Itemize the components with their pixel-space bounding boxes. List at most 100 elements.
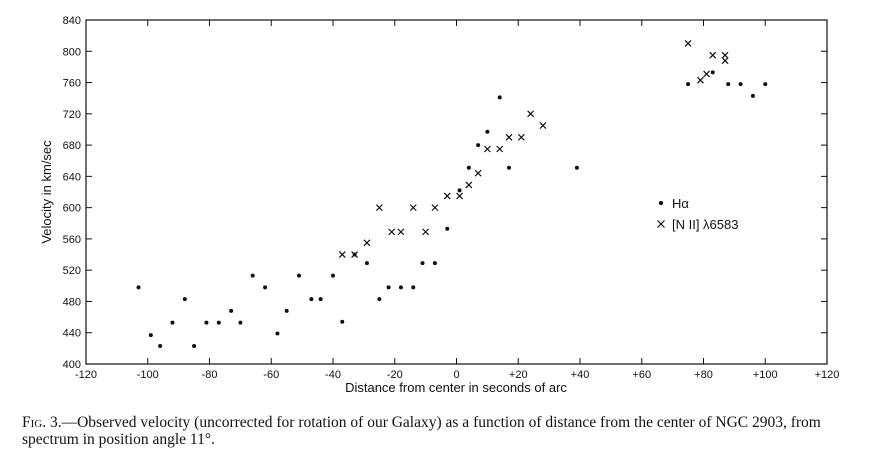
h-alpha-point <box>340 319 345 324</box>
plot-frame <box>85 19 828 365</box>
h-alpha-point <box>238 320 243 325</box>
h-alpha-point <box>445 226 450 231</box>
h-alpha-point <box>250 273 255 278</box>
n-ii-point <box>721 57 729 65</box>
h-alpha-point <box>284 308 289 313</box>
n-ii-point <box>684 40 692 47</box>
h-alpha-point <box>457 188 462 193</box>
h-alpha-point <box>136 285 141 290</box>
x-tick-label: -80 <box>202 369 218 381</box>
y-tick-label: 760 <box>63 78 81 90</box>
h-alpha-point <box>216 320 221 325</box>
h-alpha-point <box>263 285 268 290</box>
x-tick-label: +120 <box>815 369 840 381</box>
n-ii-point <box>505 133 513 141</box>
n-ii-point <box>527 110 535 118</box>
n-ii-point <box>465 181 473 189</box>
h-alpha-point <box>466 165 471 170</box>
h-alpha-point <box>485 129 490 134</box>
h-alpha-point <box>574 165 579 170</box>
h-alpha-point <box>726 82 731 87</box>
h-alpha-point <box>297 273 302 278</box>
n-ii-point <box>351 251 359 258</box>
x-tick-label: -20 <box>387 369 403 381</box>
n-ii-point <box>517 133 525 141</box>
y-axis-tick-labels: 400 440 480 520 560 600 640 680 720 760 800 840 <box>63 15 81 371</box>
legend-label-series-2: [N II] λ6583 <box>672 217 738 232</box>
h-alpha-point <box>763 82 768 87</box>
h-alpha-point <box>170 320 175 325</box>
n-ii-point <box>474 169 482 177</box>
h-alpha-point <box>432 261 437 266</box>
h-alpha-point <box>386 285 391 290</box>
h-alpha-point <box>686 82 691 87</box>
legend-marker-cross <box>657 220 665 228</box>
y-tick-label: 480 <box>63 296 81 308</box>
x-tick-label: -40 <box>325 369 341 381</box>
h-alpha-point <box>411 285 416 290</box>
legend-marker-dot <box>658 200 664 206</box>
n-ii-point <box>483 145 491 153</box>
y-tick-label: 800 <box>63 46 81 58</box>
y-tick-label: 720 <box>63 109 81 121</box>
h-alpha-point <box>750 93 755 98</box>
y-axis-label: Velocity in km/sec <box>39 140 54 244</box>
n-ii-point <box>703 70 711 78</box>
n-ii-point <box>709 51 717 59</box>
y-tick-label: 680 <box>63 140 81 152</box>
h-alpha-point <box>738 82 743 87</box>
h-alpha-point <box>506 165 511 170</box>
n-ii-point <box>397 228 405 236</box>
n-ii-point <box>375 204 383 212</box>
y-tick-label: 600 <box>63 203 81 215</box>
h-alpha-point <box>476 143 481 148</box>
x-tick-label: 0 <box>453 369 459 381</box>
h-alpha-point <box>398 285 403 290</box>
n-ii-point <box>431 204 439 212</box>
h-alpha-point <box>364 261 369 266</box>
scatter-chart: -120 -100 -80 -60 -40 -20 0 +20 +40 +60 +80 +100 +12… <box>39 15 839 395</box>
x-axis-tick-labels: -120 -100 -80 -60 -40 -20 0 +20 +40 +60 +80 +100 +12… <box>75 369 839 381</box>
h-alpha-point <box>318 297 323 302</box>
legend: Hα [N II] λ6583 <box>657 196 738 232</box>
n-ii-point <box>539 122 547 129</box>
x-tick-label: +60 <box>632 369 651 381</box>
x-tick-label: -100 <box>137 369 159 381</box>
y-tick-label: 400 <box>63 359 81 371</box>
figure-caption: Fig. 3.—Observed velocity (uncorrected f… <box>22 414 867 448</box>
h-alpha-point <box>497 95 502 100</box>
n-ii-point <box>388 228 396 236</box>
y-tick-label: 440 <box>63 328 81 340</box>
caption-prefix: Fig. 3. <box>22 414 62 431</box>
h-alpha-point <box>204 320 209 325</box>
x-axis-label: Distance from center in seconds of arc <box>345 380 567 395</box>
h-alpha-point <box>158 344 163 349</box>
n-ii-point <box>443 192 451 200</box>
h-alpha-point <box>377 297 382 302</box>
data-points <box>136 40 768 349</box>
h-alpha-point <box>420 261 425 266</box>
y-tick-label: 640 <box>63 171 81 183</box>
n-ii-point <box>363 239 371 247</box>
n-ii-point <box>422 228 430 236</box>
h-alpha-point <box>309 297 314 302</box>
x-tick-label: +40 <box>571 369 590 381</box>
x-tick-label: +20 <box>509 369 528 381</box>
n-ii-point <box>338 251 346 258</box>
n-ii-point <box>409 204 417 212</box>
h-alpha-point <box>182 297 187 302</box>
x-tick-label: +80 <box>694 369 713 381</box>
h-alpha-point <box>710 70 715 75</box>
y-tick-label: 520 <box>63 265 81 277</box>
n-ii-point <box>721 51 729 59</box>
h-alpha-point <box>229 308 234 313</box>
x-tick-label: -120 <box>75 369 97 381</box>
h-alpha-point <box>331 273 335 278</box>
x-axis-ticks <box>85 20 828 364</box>
h-alpha-point <box>275 331 280 336</box>
n-ii-point <box>496 145 504 153</box>
y-axis-ticks <box>86 19 827 365</box>
x-tick-label: +100 <box>753 369 778 381</box>
n-ii-point <box>456 192 464 200</box>
x-tick-label: -60 <box>263 369 279 381</box>
